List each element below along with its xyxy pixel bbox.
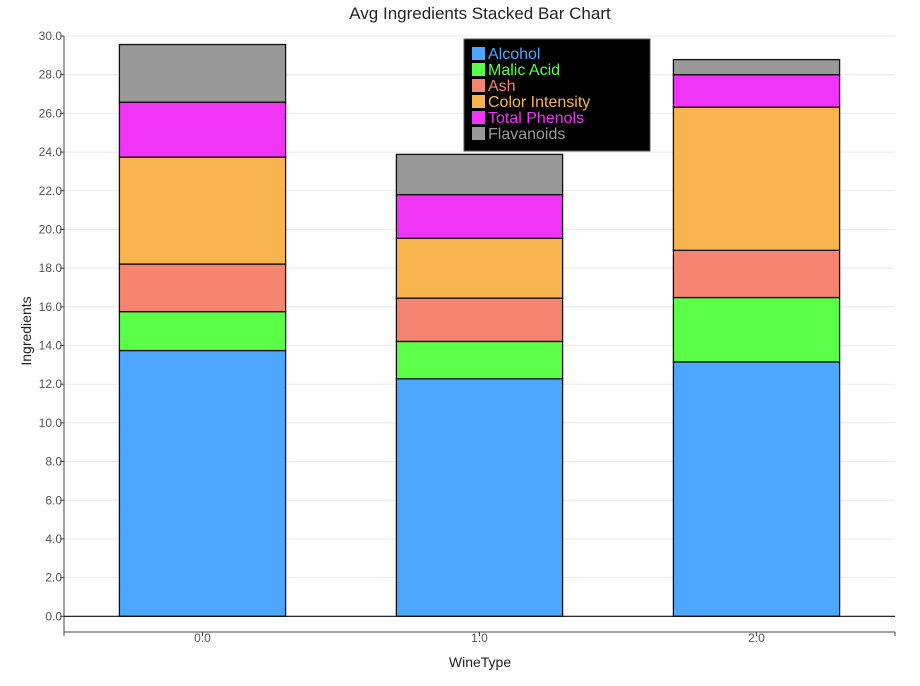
legend-swatch: [472, 95, 485, 108]
bar-segment: [672, 296, 841, 363]
y-tick-label: 28.0: [39, 68, 63, 82]
y-tick-label: 10.0: [39, 416, 63, 430]
axes-layer: 0.0 2.0 4.0 6.0 8.0 10.0 12.0 14.0 16.0 18.0 20.0 2…: [39, 29, 896, 645]
y-tick-label: 0.0: [45, 609, 62, 623]
bars-layer: [118, 43, 841, 617]
y-tick-label: 26.0: [39, 106, 63, 120]
y-tick-label: 2.0: [45, 571, 62, 585]
bar-segment: [118, 43, 287, 103]
y-tick-label: 18.0: [39, 261, 63, 275]
bar-segment: [118, 349, 287, 617]
y-tick-label: 24.0: [39, 145, 63, 159]
legend-label: Malic Acid: [488, 62, 560, 79]
x-tick-label: 1.0: [471, 631, 488, 645]
legend-swatch: [472, 127, 485, 140]
y-axis-label: Ingredients: [18, 296, 34, 365]
bar-segment: [395, 153, 564, 196]
bar-segment: [395, 193, 564, 239]
x-tick-label: 0.0: [194, 631, 211, 645]
chart-title: Avg Ingredients Stacked Bar Chart: [349, 4, 611, 23]
bar-segment: [395, 378, 564, 617]
bar-segment: [395, 340, 564, 380]
legend-swatch: [472, 47, 485, 60]
legend-label: Color Intensity: [488, 94, 590, 111]
bar-segment: [118, 263, 287, 313]
y-tick-label: 4.0: [45, 532, 62, 546]
bar-segment: [672, 361, 841, 617]
legend-box: [463, 38, 651, 152]
bar-segment: [672, 74, 841, 108]
bar-segment: [672, 249, 841, 299]
legend-swatch: [472, 79, 485, 92]
legend-label: Total Phenols: [488, 110, 584, 127]
legend-swatch: [472, 63, 485, 76]
y-tick-label: 22.0: [39, 184, 63, 198]
bar-segment: [672, 106, 841, 251]
bar-segment: [118, 156, 287, 265]
x-tick-label: 2.0: [748, 631, 765, 645]
x-axis-label: WineType: [449, 654, 511, 670]
bar-segment: [118, 311, 287, 352]
y-tick-label: 20.0: [39, 222, 63, 236]
y-tick-label: 8.0: [45, 455, 62, 469]
y-tick-label: 16.0: [39, 300, 63, 314]
legend-label: Flavanoids: [488, 126, 565, 143]
y-tick-label: 12.0: [39, 377, 63, 391]
bar-segment: [672, 58, 841, 76]
legend-label: Ash: [488, 78, 516, 95]
y-tick-label: 14.0: [39, 339, 63, 353]
bar-segment: [118, 101, 287, 158]
legend-swatch: [472, 111, 485, 124]
legend-label: Alcohol: [488, 46, 540, 63]
bar-segment: [395, 237, 564, 299]
y-tick-label: 6.0: [45, 493, 62, 507]
bar-segment: [395, 297, 564, 343]
y-tick-label: 30.0: [39, 29, 63, 43]
